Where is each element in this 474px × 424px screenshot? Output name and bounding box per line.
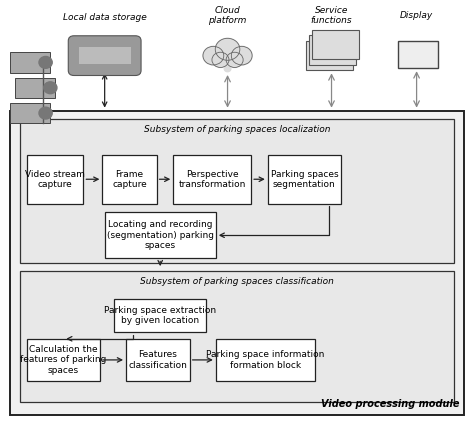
Text: Features
classification: Features classification xyxy=(128,350,187,370)
FancyBboxPatch shape xyxy=(105,212,216,259)
Circle shape xyxy=(215,38,240,60)
Circle shape xyxy=(224,66,231,72)
FancyBboxPatch shape xyxy=(312,30,359,59)
Circle shape xyxy=(39,107,52,119)
FancyBboxPatch shape xyxy=(19,119,455,263)
FancyBboxPatch shape xyxy=(79,47,131,64)
Text: Video processing module: Video processing module xyxy=(320,399,459,408)
FancyBboxPatch shape xyxy=(15,78,55,98)
Text: Video stream
capture: Video stream capture xyxy=(25,170,85,189)
Circle shape xyxy=(212,52,229,67)
Circle shape xyxy=(231,46,252,65)
FancyBboxPatch shape xyxy=(216,339,315,381)
FancyBboxPatch shape xyxy=(306,41,353,70)
Circle shape xyxy=(203,46,224,65)
Text: Frame
capture: Frame capture xyxy=(112,170,147,189)
Text: Locating and recording
(segmentation) parking
spaces: Locating and recording (segmentation) pa… xyxy=(107,220,214,250)
Text: Calculation the
features of parking
spaces: Calculation the features of parking spac… xyxy=(20,345,107,375)
Text: Subsystem of parking spaces classification: Subsystem of parking spaces classificati… xyxy=(140,277,334,286)
FancyBboxPatch shape xyxy=(27,155,83,204)
Text: Parking spaces
segmentation: Parking spaces segmentation xyxy=(271,170,338,189)
Text: Subsystem of parking spaces localization: Subsystem of parking spaces localization xyxy=(144,125,330,134)
FancyBboxPatch shape xyxy=(10,111,464,415)
Text: Service
functions: Service functions xyxy=(311,6,352,25)
FancyBboxPatch shape xyxy=(398,41,438,68)
Circle shape xyxy=(39,56,52,68)
Text: Perspective
transformation: Perspective transformation xyxy=(179,170,246,189)
FancyBboxPatch shape xyxy=(126,339,190,381)
Text: Display: Display xyxy=(400,11,433,20)
FancyBboxPatch shape xyxy=(102,155,156,204)
FancyBboxPatch shape xyxy=(19,271,455,402)
Circle shape xyxy=(44,82,57,94)
Text: Local data storage: Local data storage xyxy=(63,13,146,22)
FancyBboxPatch shape xyxy=(68,36,141,75)
FancyBboxPatch shape xyxy=(173,155,251,204)
Circle shape xyxy=(226,52,243,67)
Text: Parking space information
formation block: Parking space information formation bloc… xyxy=(206,350,325,370)
FancyBboxPatch shape xyxy=(10,52,50,73)
FancyBboxPatch shape xyxy=(114,298,206,332)
Text: Parking space extraction
by given location: Parking space extraction by given locati… xyxy=(104,306,216,325)
FancyBboxPatch shape xyxy=(27,339,100,381)
Text: Cloud
platform: Cloud platform xyxy=(209,6,247,25)
FancyBboxPatch shape xyxy=(309,35,356,65)
FancyBboxPatch shape xyxy=(268,155,341,204)
FancyBboxPatch shape xyxy=(10,103,50,123)
